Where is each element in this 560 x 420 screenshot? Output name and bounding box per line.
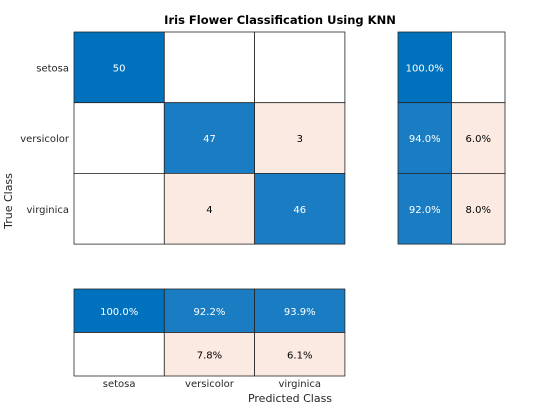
column-summary-grid: 100.0% 92.2% 93.9% 7.8% 6.1% — [73, 288, 346, 377]
row-summary-value: 6.0% — [466, 134, 491, 145]
row-summary-cell — [451, 31, 506, 104]
column-summary-cell — [73, 332, 165, 377]
tick-labels: setosa setosa versicolor versicolor virginic… — [20, 63, 321, 390]
row-summary-value: 94.0% — [409, 134, 441, 145]
cell-value: 46 — [293, 205, 306, 216]
matrix-cell — [254, 102, 346, 174]
y-tick-label: versicolor — [20, 134, 70, 145]
x-axis-label: Predicted Class — [248, 392, 332, 405]
matrix-cell — [163, 172, 256, 245]
x-tick-label: versicolor — [185, 379, 235, 390]
cell-value: 50 — [113, 63, 126, 74]
matrix-cell — [163, 102, 256, 174]
matrix-cell — [73, 172, 165, 245]
confusion-matrix-grid: 50 47 3 4 46 — [73, 31, 346, 245]
row-summary-value: 100.0% — [406, 63, 444, 74]
cell-value: 3 — [297, 134, 303, 145]
matrix-cell — [163, 31, 256, 104]
column-summary-value: 6.1% — [287, 350, 312, 361]
row-summary-cell — [451, 172, 506, 245]
matrix-cell — [254, 172, 346, 245]
column-summary-value: 100.0% — [100, 307, 138, 318]
row-summary-cell — [397, 172, 452, 245]
cell-value: 4 — [206, 205, 212, 216]
column-summary-cell — [163, 288, 256, 333]
column-summary-cell — [254, 332, 346, 377]
chart-title: Iris Flower Classification Using KNN — [164, 13, 396, 27]
column-summary-cell — [254, 288, 346, 333]
column-summary-value: 93.9% — [284, 307, 316, 318]
column-summary-value: 7.8% — [197, 350, 222, 361]
matrix-cell — [73, 102, 165, 174]
x-tick-label: setosa — [103, 379, 136, 390]
column-summary-cell — [163, 332, 256, 377]
y-tick-label: setosa — [36, 63, 69, 74]
matrix-cell — [73, 31, 165, 104]
column-summary-value: 92.2% — [194, 307, 226, 318]
row-summary-value: 8.0% — [466, 205, 491, 216]
y-axis-label: True Class — [2, 173, 15, 230]
row-summary-cell — [397, 31, 452, 104]
matrix-cell — [254, 31, 346, 104]
row-summary-value: 92.0% — [409, 205, 441, 216]
y-tick-label: virginica — [27, 205, 70, 216]
row-summary-grid: 100.0% 94.0% 6.0% 92.0% 8.0% — [397, 31, 506, 245]
row-summary-cell — [451, 102, 506, 174]
x-tick-label: virginica — [279, 379, 322, 390]
cell-value: 47 — [203, 134, 216, 145]
